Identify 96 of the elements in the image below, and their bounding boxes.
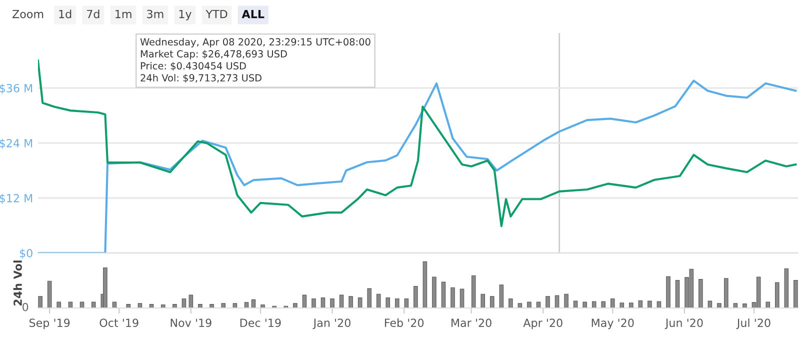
y-tick-label: $24 M <box>0 138 32 149</box>
bar <box>610 298 615 308</box>
bar <box>339 294 344 308</box>
x-tick-label: Jan '20 <box>312 318 350 330</box>
bar <box>386 298 390 308</box>
bar <box>620 302 624 308</box>
bar <box>471 275 476 308</box>
x-tick-label: Dec '19 <box>240 318 281 328</box>
bar <box>708 300 712 308</box>
bar <box>47 280 52 308</box>
bar <box>573 300 578 308</box>
bar <box>112 302 117 308</box>
bar <box>302 294 307 308</box>
bar <box>527 302 532 308</box>
bar <box>564 294 568 308</box>
bar <box>80 302 84 308</box>
bar <box>656 301 662 308</box>
bar <box>160 304 166 308</box>
x-tick-label: Mar '20 <box>452 318 492 328</box>
bar <box>766 302 770 308</box>
bar <box>717 303 722 308</box>
text: Zoom <box>12 10 44 18</box>
y-tick-label: $0 <box>20 248 32 259</box>
text: 0 <box>22 302 28 312</box>
x-tick-label: Jul '20 <box>736 318 770 330</box>
x-tick-label: Apr '20 <box>523 318 562 330</box>
x-tick-label: May '20 <box>592 318 634 330</box>
bar <box>666 276 670 308</box>
text: 1m <box>116 10 132 18</box>
bar <box>675 280 680 308</box>
bar <box>460 288 464 308</box>
bar <box>198 304 202 308</box>
bar <box>38 296 42 308</box>
bar <box>508 298 513 308</box>
bar <box>490 296 494 308</box>
text: ALL <box>242 10 264 18</box>
bar <box>210 304 214 308</box>
x-tick-label: Feb '20 <box>384 318 424 328</box>
x-tick-label: Sep '19 <box>29 318 70 330</box>
bar <box>91 302 96 308</box>
bar <box>499 284 504 308</box>
bar <box>221 303 226 308</box>
bar <box>724 278 728 308</box>
bar <box>794 280 798 308</box>
bar <box>422 261 428 308</box>
x-tick-label: Oct '19 <box>100 318 138 328</box>
text: 7d <box>87 10 100 18</box>
bar <box>56 302 61 308</box>
bar <box>172 304 177 308</box>
bar <box>554 295 560 308</box>
bar <box>775 282 780 308</box>
annotation: Wednesday, Apr 08 2020, 23:29:15 UTC+08:00 <box>140 38 370 48</box>
bar <box>188 294 194 308</box>
bar <box>742 304 747 308</box>
text: 1y <box>179 10 192 20</box>
bar <box>395 298 400 308</box>
bar <box>320 298 326 308</box>
bar <box>244 302 249 308</box>
text: YTD <box>206 10 228 18</box>
annotation: Price: $0.430454 USD <box>140 62 246 71</box>
bar <box>367 288 372 308</box>
bar <box>648 300 652 308</box>
bar <box>348 296 353 308</box>
bar <box>546 296 550 308</box>
bar <box>432 276 436 308</box>
annotation: 24h Vol: $9,713,273 USD <box>140 74 262 83</box>
annotation: Market Cap: $26,478,693 USD <box>140 50 287 60</box>
x-tick-label: Nov '19 <box>170 318 212 328</box>
bar <box>312 298 316 308</box>
bar <box>450 287 455 308</box>
y-tick-label: $36 M <box>0 84 32 94</box>
bar <box>629 302 634 308</box>
bar <box>698 279 703 308</box>
text: 3m <box>147 10 164 18</box>
bar <box>376 294 381 308</box>
bar <box>404 298 409 308</box>
y-tick-label: $12 M <box>0 194 32 204</box>
bar <box>582 302 587 308</box>
y-axis-title: 24h Vol <box>13 260 22 306</box>
bar <box>756 276 761 308</box>
bar <box>260 304 265 308</box>
bar <box>536 302 541 308</box>
bar <box>330 298 334 308</box>
bar <box>784 268 789 308</box>
bar <box>480 294 486 308</box>
bar <box>601 301 606 308</box>
bar <box>103 267 108 308</box>
bar <box>68 302 73 308</box>
bar <box>126 304 130 308</box>
text: 1d <box>59 10 72 18</box>
bar <box>441 282 446 308</box>
bar <box>592 301 596 308</box>
bar <box>358 298 362 308</box>
bar <box>293 303 298 308</box>
bar <box>414 286 418 308</box>
x-tick-label: Jun '20 <box>664 318 703 330</box>
